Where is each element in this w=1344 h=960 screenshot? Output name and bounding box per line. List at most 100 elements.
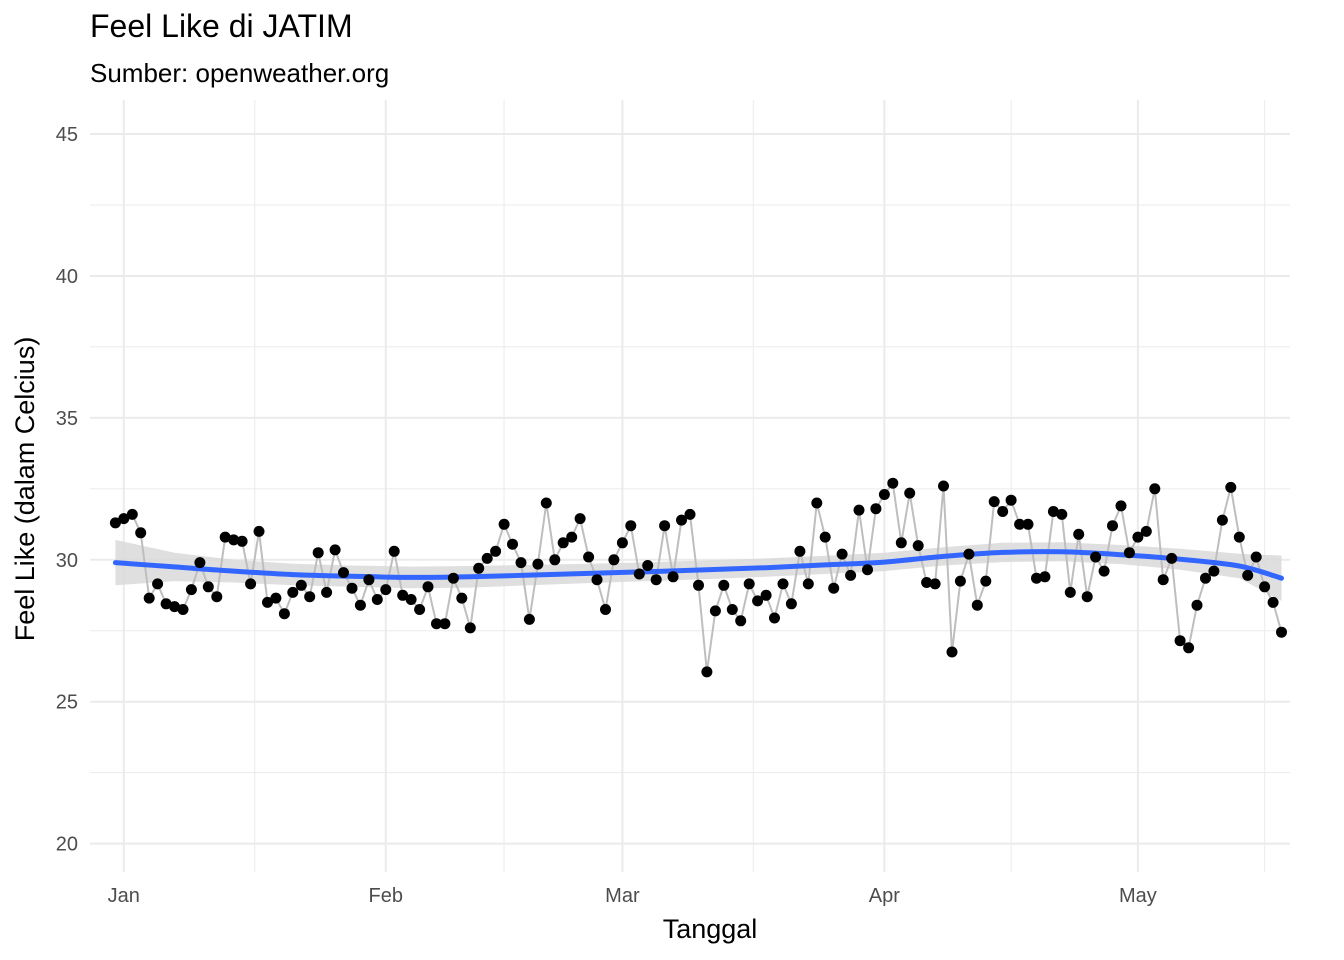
data-point	[802, 578, 814, 590]
data-point	[718, 579, 730, 591]
data-point	[523, 613, 535, 625]
data-point	[177, 604, 189, 615]
data-point	[304, 591, 316, 603]
data-point	[169, 601, 180, 613]
data-point	[1276, 626, 1287, 638]
data-point	[887, 477, 899, 489]
data-point	[988, 496, 1000, 508]
data-point	[1022, 518, 1034, 530]
data-point	[676, 514, 687, 526]
data-point	[684, 508, 696, 520]
data-point	[1183, 642, 1195, 654]
data-point	[1259, 581, 1271, 593]
data-point	[1031, 572, 1042, 584]
data-point	[625, 520, 637, 532]
data-point	[811, 497, 823, 509]
y-axis-title: Feel Like (dalam Celcius)	[10, 337, 40, 642]
data-point	[608, 554, 620, 566]
data-point	[701, 666, 713, 678]
chart-subtitle: Sumber: openweather.org	[90, 58, 390, 88]
data-point	[371, 594, 383, 605]
data-point	[1132, 531, 1144, 543]
data-point	[473, 562, 485, 574]
data-point	[126, 508, 138, 520]
y-tick-label: 30	[56, 550, 78, 572]
data-point	[870, 503, 882, 515]
data-point	[219, 531, 231, 543]
data-point	[1014, 518, 1026, 530]
data-point	[828, 582, 840, 594]
data-point	[160, 598, 172, 610]
x-tick-label: Mar	[605, 885, 640, 907]
data-point	[616, 537, 628, 549]
data-point	[447, 572, 459, 584]
data-point	[464, 622, 476, 634]
x-tick-label: May	[1119, 885, 1157, 907]
data-point	[946, 646, 958, 658]
data-point	[270, 592, 282, 604]
chart-title: Feel Like di JATIM	[90, 8, 353, 44]
data-point	[329, 544, 341, 556]
data-point	[338, 567, 349, 579]
data-point	[143, 592, 155, 604]
data-point	[1267, 596, 1279, 608]
data-point	[1107, 520, 1118, 532]
data-point	[185, 584, 197, 596]
data-point	[1073, 528, 1085, 540]
data-point	[726, 604, 738, 615]
data-point	[456, 592, 468, 604]
data-point	[752, 595, 764, 607]
minor-gridlines	[90, 100, 1290, 872]
data-point	[287, 586, 299, 598]
data-point	[938, 480, 949, 492]
data-point	[735, 615, 747, 627]
data-point	[769, 612, 780, 624]
data-point	[1123, 547, 1135, 559]
data-point	[1174, 635, 1186, 647]
data-point	[414, 604, 426, 615]
data-point	[118, 513, 130, 525]
data-point	[1250, 551, 1262, 563]
data-point	[693, 579, 704, 591]
data-point	[566, 531, 578, 543]
data-points	[109, 477, 1287, 678]
data-point	[507, 538, 518, 550]
data-point	[211, 591, 223, 603]
smooth-trend-line	[112, 549, 1284, 581]
data-point	[236, 535, 248, 547]
x-tick-label: Apr	[869, 885, 900, 907]
data-point	[904, 487, 916, 499]
data-point	[540, 497, 552, 509]
data-point	[659, 520, 671, 532]
data-point	[135, 527, 147, 539]
y-tick-label: 35	[56, 408, 78, 430]
data-point	[1098, 565, 1110, 577]
data-point	[245, 578, 257, 590]
data-point	[1157, 574, 1169, 586]
data-point	[422, 581, 434, 593]
data-point	[929, 578, 941, 590]
data-point	[1233, 531, 1245, 543]
y-tick-label: 40	[56, 266, 78, 288]
data-point	[1039, 571, 1051, 583]
data-point	[1242, 569, 1254, 581]
data-point	[1005, 494, 1017, 506]
data-point	[228, 534, 240, 546]
data-point	[1140, 525, 1152, 537]
data-point	[633, 568, 645, 580]
data-point	[1056, 508, 1068, 520]
major-gridlines	[90, 100, 1290, 872]
data-point	[152, 578, 164, 590]
data-point	[709, 605, 721, 617]
data-point	[963, 548, 975, 560]
data-point	[836, 548, 848, 560]
data-point	[667, 571, 679, 583]
data-point	[862, 564, 873, 576]
data-point	[997, 506, 1009, 517]
data-point	[346, 582, 358, 594]
x-tick-label: Jan	[108, 885, 140, 907]
data-point	[777, 578, 789, 590]
data-point	[1225, 481, 1237, 493]
data-point	[431, 618, 442, 630]
